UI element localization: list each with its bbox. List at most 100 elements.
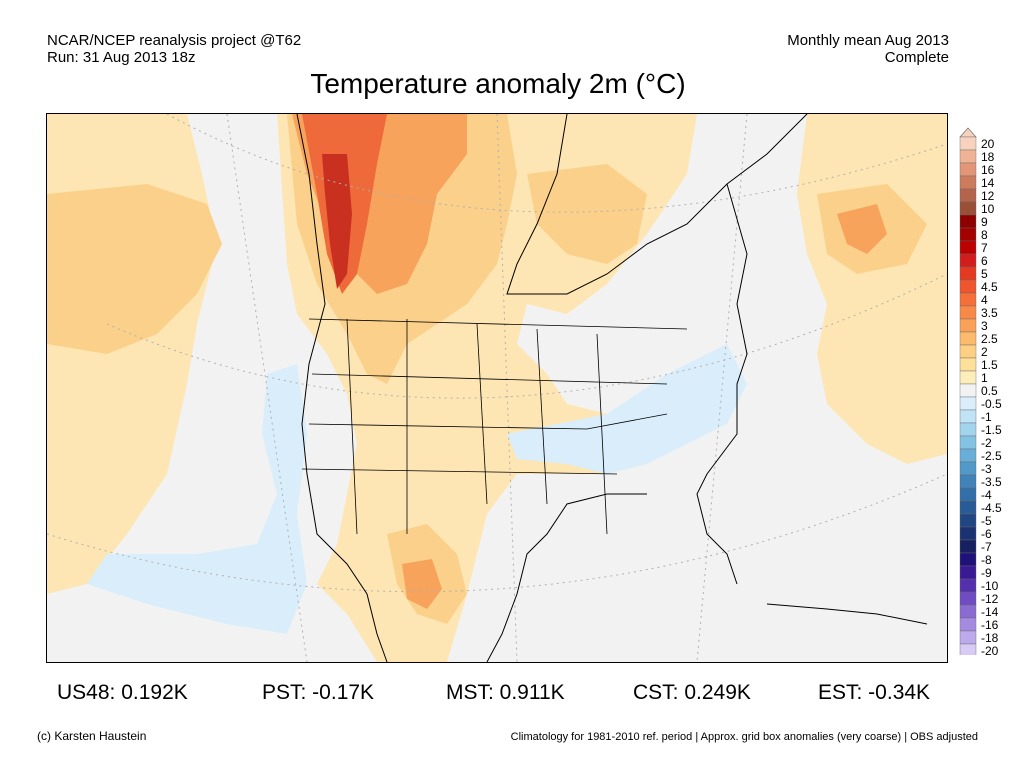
colorbar-tick-label: 16 [981, 163, 995, 177]
colorbar-tick-label: 1 [981, 371, 988, 385]
colorbar-swatch [959, 526, 977, 541]
colorbar-swatch [959, 539, 977, 554]
colorbar-swatch [959, 396, 977, 411]
colorbar-swatch [959, 591, 977, 606]
colorbar-swatch [959, 331, 977, 346]
colorbar-tick-label: 14 [981, 176, 995, 190]
colorbar-tick-label: 0.5 [981, 384, 998, 398]
colorbar-tick-label: -3.5 [981, 475, 1002, 489]
colorbar-tick-label: 7 [981, 241, 988, 255]
colorbar-swatch [959, 617, 977, 632]
run-label: Run: 31 Aug 2013 18z [47, 49, 196, 66]
colorbar-tick-label: 12 [981, 189, 995, 203]
colorbar-tick-label: 1.5 [981, 358, 998, 372]
colorbar-swatch [959, 370, 977, 385]
map-svg [46, 113, 948, 663]
colorbar-tick-label: -16 [981, 618, 999, 632]
period-label: Monthly mean Aug 2013 [787, 32, 949, 49]
colorbar-tick-label: -3 [981, 462, 992, 476]
colorbar-swatch [959, 240, 977, 255]
colorbar-swatch [959, 500, 977, 515]
colorbar-top-arrow [959, 127, 977, 138]
warm-max-anomaly [322, 154, 352, 289]
colorbar-tick-label: -20 [981, 644, 999, 658]
colorbar-tick-label: -5 [981, 514, 992, 528]
colorbar-swatch [959, 149, 977, 164]
colorbar-tick-label: 3 [981, 319, 988, 333]
colorbar-tick-label: 2 [981, 345, 988, 359]
colorbar-swatch [959, 318, 977, 333]
colorbar-tick-label: -2.5 [981, 449, 1002, 463]
colorbar-tick-label: -6 [981, 527, 992, 541]
graticule [46, 113, 948, 663]
colorbar-swatch [959, 344, 977, 359]
status-label: Complete [884, 49, 949, 66]
colorbar-tick-label: 4 [981, 293, 988, 307]
colorbar-tick-label: 18 [981, 150, 995, 164]
colorbar-swatch [959, 266, 977, 281]
coastlines [296, 113, 928, 663]
colorbar-tick-label: 5 [981, 267, 988, 281]
colorbar-swatch [959, 474, 977, 489]
colorbar-tick-label: -18 [981, 631, 999, 645]
stat-cst: CST: 0.249K [633, 681, 751, 704]
colorbar-tick-label: -1.5 [981, 423, 1002, 437]
stat-mst: MST: 0.911K [446, 681, 565, 704]
colorbar-swatch [959, 227, 977, 242]
colorbar-tick-label: -1 [981, 410, 992, 424]
colorbar-tick-label: 10 [981, 202, 995, 216]
colorbar-swatch [959, 604, 977, 619]
colorbar-swatch [959, 305, 977, 320]
colorbar-swatch [959, 253, 977, 268]
colorbar-swatch [959, 201, 977, 216]
state-borders [301, 318, 688, 535]
colorbar-tick-label: 20 [981, 137, 995, 151]
colorbar-swatch [959, 448, 977, 463]
stat-pst: PST: -0.17K [262, 681, 375, 704]
colorbar-swatch [959, 487, 977, 502]
colorbar-tick-label: -0.5 [981, 397, 1002, 411]
colorbar-swatch [959, 578, 977, 593]
colorbar-tick-label: -12 [981, 592, 999, 606]
colorbar-swatch [959, 409, 977, 424]
colorbar-swatch [959, 643, 977, 655]
colorbar-tick-label: -8 [981, 553, 992, 567]
page-title: Temperature anomaly 2m (°C) [310, 68, 686, 99]
colorbar-swatch [959, 513, 977, 528]
colorbar-tick-label: 2.5 [981, 332, 998, 346]
cool-light-anomaly [87, 344, 747, 634]
colorbar-swatch [959, 435, 977, 450]
colorbar-tick-label: -10 [981, 579, 999, 593]
colorbar-tick-label: -14 [981, 605, 999, 619]
colorbar-swatch [959, 630, 977, 645]
colorbar-swatch [959, 552, 977, 567]
colorbar-swatch [959, 292, 977, 307]
colorbar-swatch [959, 279, 977, 294]
copyright-text: (c) Karsten Haustein [37, 729, 147, 743]
source-label: NCAR/NCEP reanalysis project @T62 [47, 32, 302, 49]
colorbar-tick-label: -2 [981, 436, 992, 450]
colorbar-tick-label: 6 [981, 254, 988, 268]
colorbar-tick-label: -9 [981, 566, 992, 580]
colorbar-tick-label: -4.5 [981, 501, 1002, 515]
colorbar-tick-label: -7 [981, 540, 992, 554]
colorbar-swatch [959, 461, 977, 476]
colorbar-tick-label: 4.5 [981, 280, 998, 294]
colorbar-tick-label: 3.5 [981, 306, 998, 320]
colorbar-swatch [959, 214, 977, 229]
colorbar-swatch [959, 565, 977, 580]
colorbar-swatch [959, 162, 977, 177]
colorbar-swatch [959, 422, 977, 437]
colorbar-swatch [959, 175, 977, 190]
colorbar-tick-label: -4 [981, 488, 992, 502]
colorbar-swatch [959, 383, 977, 398]
colorbar-swatch [959, 357, 977, 372]
colorbar-swatch [959, 136, 977, 151]
colorbar-tick-label: 9 [981, 215, 988, 229]
footnote-text: Climatology for 1981-2010 ref. period | … [510, 731, 978, 743]
stat-est: EST: -0.34K [818, 681, 931, 704]
anomaly-map [46, 113, 948, 663]
colorbar-swatch [959, 188, 977, 203]
colorbar-tick-label: 8 [981, 228, 988, 242]
stat-us48: US48: 0.192K [57, 681, 188, 704]
